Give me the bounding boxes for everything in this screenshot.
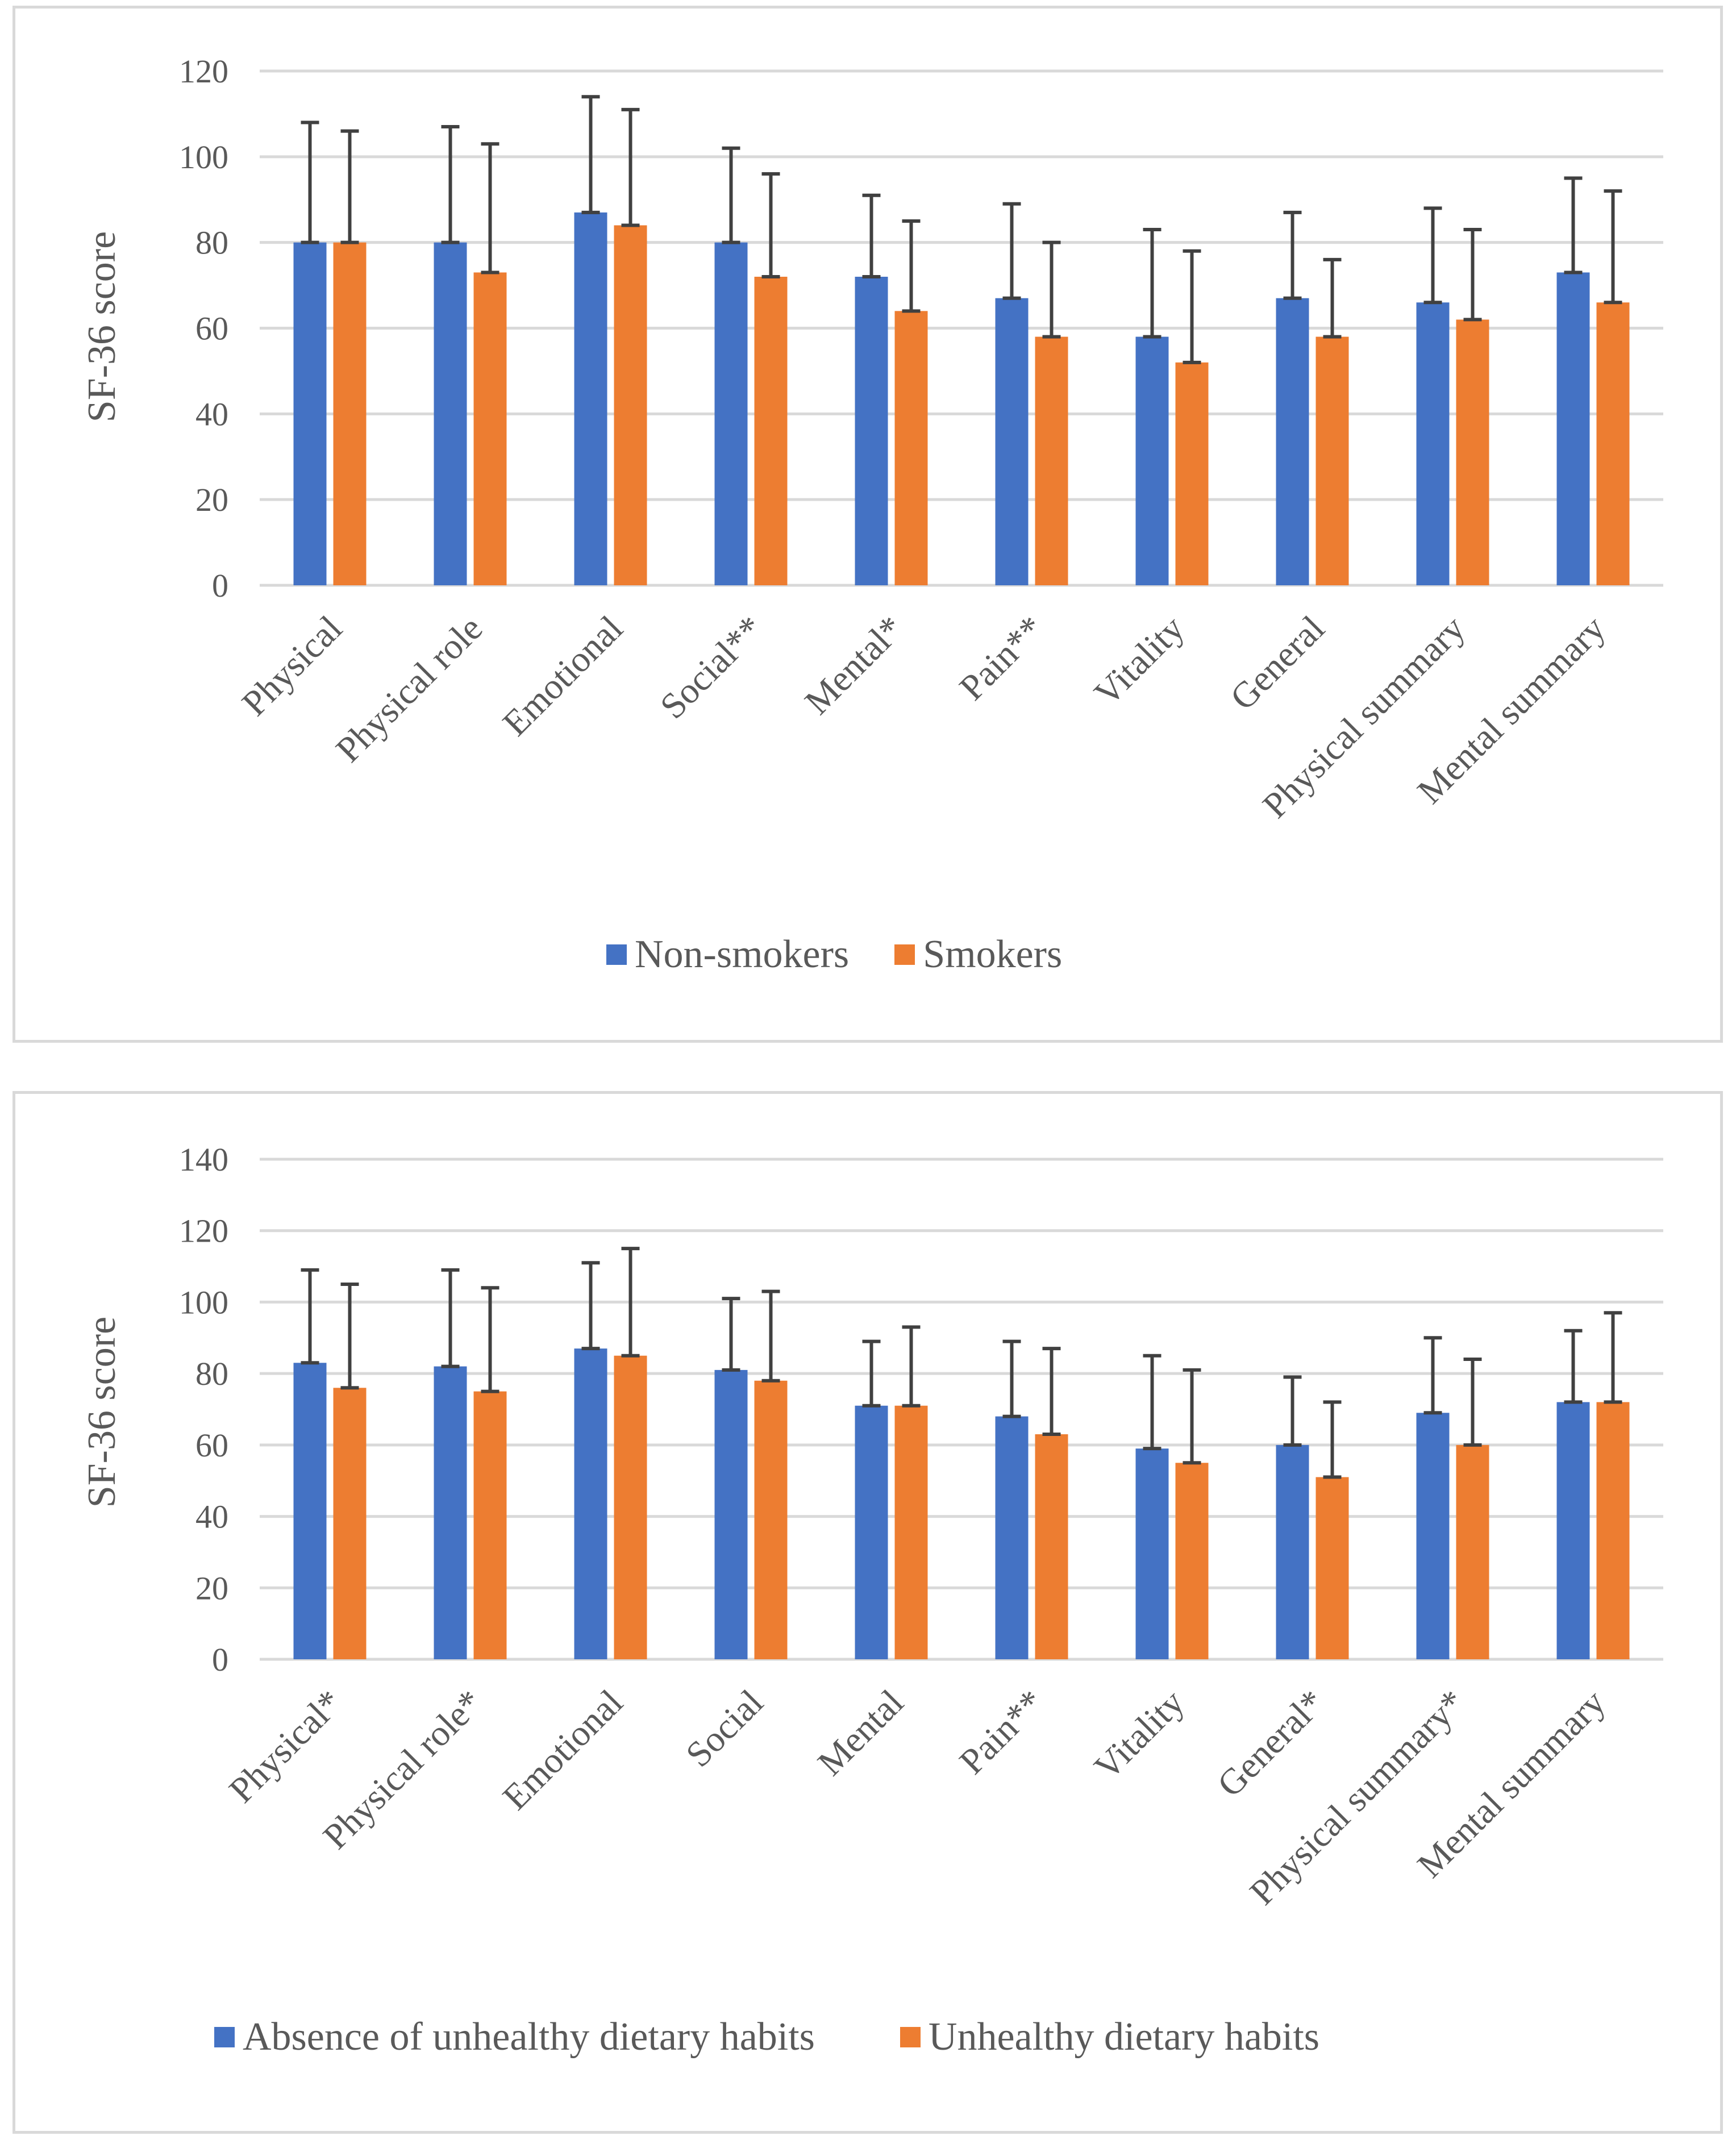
- y-tick-label: 60: [195, 310, 228, 347]
- legend-label-absence-unhealthy: Absence of unhealthy dietary habits: [243, 2015, 815, 2059]
- series-b-bar: [333, 1388, 367, 1659]
- series-a-bar: [1556, 272, 1590, 585]
- x-category-label: Pain**: [951, 1682, 1051, 1782]
- series-b-bar: [1035, 1434, 1068, 1659]
- series-b-bar: [1596, 302, 1630, 585]
- series-a-bar: [293, 1363, 327, 1659]
- y-tick-label: 80: [195, 224, 228, 261]
- x-category-label: Mental: [810, 1682, 911, 1783]
- x-category-label: Social: [678, 1682, 771, 1775]
- series-a-bar: [1416, 1413, 1450, 1659]
- x-category-label: Physical*: [221, 1682, 349, 1810]
- legend-label-smokers: Smokers: [923, 932, 1063, 976]
- series-a-bar: [855, 277, 888, 585]
- y-tick-label: 40: [195, 396, 228, 432]
- series-b-bar: [614, 1355, 647, 1659]
- x-category-label: Mental*: [797, 608, 911, 722]
- series-a-bar: [1276, 1444, 1309, 1659]
- series-b-bar: [894, 311, 928, 585]
- series-b-bar: [1035, 336, 1068, 585]
- legend-dietary: Absence of unhealthy dietary habits Unhe…: [214, 2014, 1319, 2060]
- y-tick-label: 20: [195, 1570, 228, 1606]
- series-b-bar: [1315, 1477, 1349, 1659]
- y-tick-label: 120: [179, 1213, 228, 1250]
- legend-smoking: Non-smokers Smokers: [606, 932, 1062, 977]
- series-b-bar: [333, 242, 367, 586]
- series-b-bar: [894, 1405, 928, 1659]
- series-a-bar: [574, 212, 607, 585]
- y-tick-label: 40: [195, 1498, 228, 1535]
- y-tick-label: 0: [212, 1641, 228, 1678]
- y-tick-label: 0: [212, 567, 228, 604]
- legend-item-non-smokers: Non-smokers: [606, 932, 849, 977]
- x-category-label: Vitality: [1086, 608, 1192, 714]
- y-tick-label: 60: [195, 1427, 228, 1464]
- legend-item-unhealthy: Unhealthy dietary habits: [900, 2014, 1319, 2060]
- x-category-label: Physical: [234, 608, 350, 724]
- x-category-label: Vitality: [1086, 1682, 1192, 1788]
- legend-label-unhealthy: Unhealthy dietary habits: [928, 2015, 1320, 2059]
- series-b-bar: [473, 1391, 507, 1659]
- series-a-bar: [1276, 298, 1309, 585]
- y-tick-label: 80: [195, 1355, 228, 1392]
- y-tick-label: 120: [179, 53, 228, 90]
- series-a-bar: [995, 298, 1029, 585]
- legend-item-absence-unhealthy: Absence of unhealthy dietary habits: [214, 2014, 815, 2060]
- y-tick-label: 140: [179, 1141, 228, 1178]
- series-a-bar: [1135, 1448, 1169, 1659]
- legend-swatch-smokers: [894, 944, 915, 965]
- x-category-label: General*: [1209, 1682, 1332, 1805]
- series-a-bar: [434, 1366, 467, 1659]
- series-b-bar: [1175, 362, 1209, 585]
- x-category-label: Emotional: [495, 1682, 631, 1818]
- x-category-label: Physical role: [328, 608, 490, 770]
- legend-label-non-smokers: Non-smokers: [635, 932, 850, 976]
- series-a-bar: [855, 1405, 888, 1659]
- chart-panel-dietary: 0 20 40 60 80 100 120 140 SF-36 score Physical* Ph…: [13, 1091, 1723, 2134]
- series-a-bar: [574, 1348, 607, 1659]
- series-b-bar: [1456, 1444, 1489, 1659]
- series-b-bar: [1315, 336, 1349, 585]
- y-tick-label: 20: [195, 481, 228, 518]
- y-tick-label: 100: [179, 139, 228, 176]
- series-a-bar: [714, 1369, 748, 1659]
- x-category-label: Social**: [652, 608, 771, 727]
- series-b-bar: [614, 225, 647, 585]
- series-b-bar: [1596, 1402, 1630, 1659]
- legend-swatch-absence-unhealthy: [214, 2027, 235, 2047]
- series-a-bar: [1556, 1402, 1590, 1659]
- smoking-bar-chart: 0 20 40 60 80 100 120 SF-36 score PhysicalPhysic…: [80, 53, 1663, 826]
- series-a-bar: [995, 1416, 1029, 1659]
- series-b-bar: [1456, 319, 1489, 585]
- series-b-bar: [1175, 1463, 1209, 1659]
- series-b-bar: [754, 1380, 788, 1659]
- series-a-bar: [434, 242, 467, 586]
- legend-swatch-non-smokers: [606, 944, 627, 965]
- series-a-bar: [714, 242, 748, 586]
- chart-panel-smoking: 0 20 40 60 80 100 120 SF-36 score Physical Physic…: [13, 6, 1723, 1043]
- x-category-label: General: [1222, 608, 1332, 718]
- series-b-bar: [754, 277, 788, 585]
- y-axis-label: SF-36 score: [80, 1317, 124, 1508]
- x-category-label: Emotional: [495, 608, 631, 744]
- legend-item-smokers: Smokers: [894, 932, 1062, 977]
- x-category-label: Pain**: [951, 608, 1051, 708]
- series-b-bar: [473, 272, 507, 585]
- series-a-bar: [1135, 336, 1169, 585]
- series-a-bar: [1416, 302, 1450, 585]
- y-axis-label: SF-36 score: [80, 231, 124, 422]
- legend-swatch-unhealthy: [900, 2027, 921, 2047]
- series-a-bar: [293, 242, 327, 586]
- y-tick-label: 100: [179, 1284, 228, 1321]
